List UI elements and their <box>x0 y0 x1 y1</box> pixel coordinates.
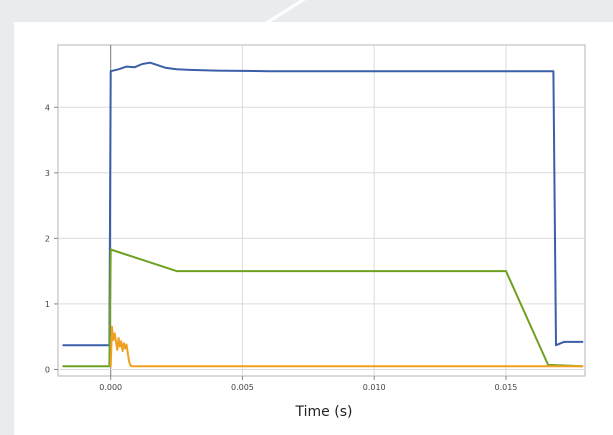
x-axis-label: Time (s) <box>295 404 353 420</box>
background-slash-shape <box>265 0 306 22</box>
series-line-green <box>62 248 584 368</box>
y-tick-label: 2 <box>45 234 50 243</box>
plot-area <box>57 44 586 377</box>
series-line-orange <box>109 325 584 368</box>
series-layer <box>62 61 584 368</box>
x-tick-label: 0.015 <box>494 383 517 392</box>
x-tick-label: 0.005 <box>231 383 254 392</box>
grid <box>58 45 585 376</box>
x-tick-label: 0.000 <box>99 383 122 392</box>
y-tick-label: 3 <box>45 169 50 178</box>
y-tick-label: 0 <box>45 365 50 374</box>
y-tick-label: 4 <box>45 103 50 112</box>
left-background-band <box>0 0 14 435</box>
axis-ticks: 0.000 0.005 0.010 0.015 0 1 2 3 4 <box>45 103 517 392</box>
top-background-band <box>0 0 613 22</box>
y-tick-label: 1 <box>45 300 50 309</box>
x-tick-label: 0.010 <box>363 383 386 392</box>
series-line-blue <box>62 61 584 347</box>
